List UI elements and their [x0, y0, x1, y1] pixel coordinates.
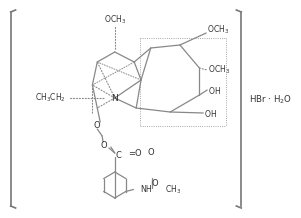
Text: HBr $\cdot$ H$_2$O: HBr $\cdot$ H$_2$O	[249, 94, 292, 106]
Text: $\mathregular{OH}$: $\mathregular{OH}$	[208, 85, 221, 95]
Text: NH: NH	[140, 185, 152, 194]
Text: $\mathregular{CH_3CH_2}$: $\mathregular{CH_3CH_2}$	[35, 92, 66, 104]
Text: $\mathregular{OH}$: $\mathregular{OH}$	[204, 107, 217, 119]
Text: $\mathregular{OCH_3}$: $\mathregular{OCH_3}$	[104, 14, 126, 26]
Text: O: O	[147, 148, 154, 157]
Text: $\mathregular{CH_3}$: $\mathregular{CH_3}$	[165, 183, 181, 196]
Text: $\mathregular{OCH_3}$: $\mathregular{OCH_3}$	[207, 24, 229, 36]
Text: O: O	[101, 140, 107, 150]
Text: O: O	[152, 179, 158, 188]
Text: =O: =O	[129, 148, 142, 157]
Text: O: O	[94, 121, 101, 129]
Text: N: N	[111, 94, 118, 102]
Text: $\mathregular{OCH_3}$: $\mathregular{OCH_3}$	[208, 64, 230, 76]
Text: C: C	[116, 150, 122, 160]
